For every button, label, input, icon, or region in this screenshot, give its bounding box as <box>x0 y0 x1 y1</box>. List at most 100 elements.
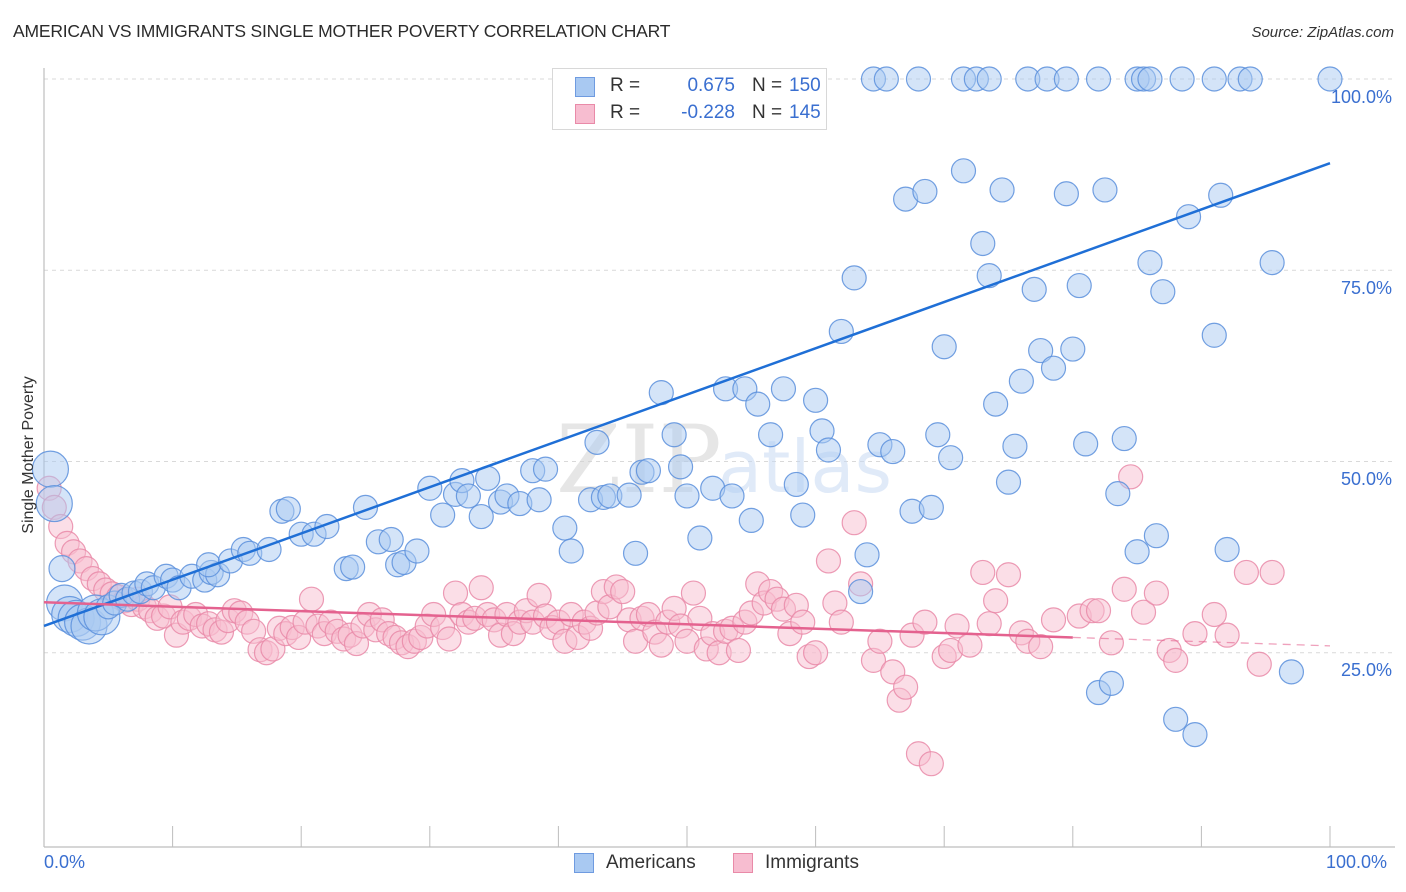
immigrants-point <box>1118 464 1144 490</box>
n-label: N = <box>752 102 783 123</box>
immigrants-point <box>648 632 674 658</box>
immigrants-point <box>442 580 469 606</box>
immigrants-point <box>1214 622 1240 648</box>
n-value: 150 <box>789 75 821 96</box>
americans-point <box>378 526 404 553</box>
americans-point <box>1143 523 1169 549</box>
americans-point <box>938 445 964 471</box>
americans-point <box>667 454 694 480</box>
y-axis-label: Single Mother Poverty <box>20 376 37 534</box>
source-label: Source: ZipAtlas.com <box>1251 24 1394 41</box>
americans-point <box>1182 722 1208 748</box>
americans-point <box>1111 425 1137 452</box>
americans-point <box>1163 706 1189 732</box>
immigrants-point <box>1028 634 1054 660</box>
americans-point <box>1098 670 1124 696</box>
immigrants-point <box>976 611 1002 637</box>
americans-point <box>815 437 842 463</box>
immigrants-point <box>918 751 944 777</box>
americans-point <box>783 471 809 498</box>
americans-point <box>1201 322 1227 348</box>
immigrants-point <box>1201 601 1227 628</box>
immigrants-point <box>957 632 983 658</box>
y-tick-label-50: 50.0% <box>1340 469 1392 489</box>
americans-point <box>1201 66 1227 92</box>
immigrants-point <box>298 586 325 612</box>
americans-point <box>1092 177 1118 203</box>
americans-point <box>976 66 1002 92</box>
immigrants-point <box>893 674 919 700</box>
americans-point <box>1137 250 1163 276</box>
americans-point <box>430 502 456 528</box>
immigrants-point <box>1143 580 1169 606</box>
americans-point <box>661 422 687 448</box>
r-label: R = <box>610 75 641 96</box>
immigrants-point <box>1040 607 1067 633</box>
immigrants-point <box>1163 647 1189 674</box>
americans-point <box>1028 337 1054 364</box>
americans-point <box>918 494 944 520</box>
americans-point <box>1169 66 1195 92</box>
americans-point <box>1053 181 1079 207</box>
americans-point <box>674 483 700 509</box>
americans-point <box>1002 433 1028 459</box>
immigrants-point <box>867 628 893 654</box>
y-tick-label-25: 25.0% <box>1340 660 1392 680</box>
americans-point <box>790 502 816 528</box>
americans-point <box>770 376 797 402</box>
americans-point <box>455 483 481 509</box>
immigrants-trend-line <box>43 601 1073 639</box>
immigrants-point <box>841 510 867 536</box>
americans-point <box>983 391 1009 417</box>
immigrants-point <box>680 580 707 606</box>
immigrants-point <box>436 626 462 652</box>
americans-point <box>848 578 874 605</box>
americans-point <box>1008 368 1034 394</box>
americans-point <box>1124 539 1150 565</box>
americans-point <box>970 230 996 257</box>
trend-lines <box>43 161 1331 647</box>
americans-point <box>880 438 906 465</box>
y-tick-label-100: 100.0% <box>1330 87 1392 107</box>
americans-point <box>757 422 784 448</box>
americans-point <box>275 496 301 522</box>
watermark-atlas: atlas <box>718 425 892 509</box>
americans-point <box>340 554 366 580</box>
americans-trend-line <box>43 161 1331 628</box>
americans-point <box>1053 66 1079 92</box>
immigrants-point <box>802 640 829 666</box>
r-value: -0.228 <box>681 102 735 123</box>
americans-point <box>1040 355 1067 381</box>
gridlines <box>44 78 1395 654</box>
immigrants-point <box>1246 651 1272 677</box>
americans-point <box>950 158 977 184</box>
americans-point <box>314 513 340 540</box>
americans-point <box>1317 66 1343 92</box>
americans-point <box>635 458 662 484</box>
americans-point <box>616 482 642 508</box>
immigrants-point <box>1111 576 1137 602</box>
americans-point <box>532 456 559 482</box>
americans-legend-label: Americans <box>606 852 696 873</box>
immigrants-point <box>1085 598 1112 624</box>
americans-legend-swatch <box>574 853 594 873</box>
americans-point <box>719 483 745 509</box>
americans-point <box>905 66 932 92</box>
americans-point <box>1085 66 1112 92</box>
x-tick-label-max: 100.0% <box>1326 852 1388 872</box>
americans-point <box>404 538 430 564</box>
americans-point <box>1237 66 1263 92</box>
americans-point <box>468 503 494 530</box>
immigrants-legend-label: Immigrants <box>765 852 859 873</box>
americans-point <box>558 538 584 564</box>
immigrants-point <box>468 575 494 601</box>
americans-point <box>1278 659 1305 685</box>
americans-point <box>584 429 610 455</box>
x-tick-label-min: 0.0% <box>44 852 86 872</box>
americans-point <box>1073 431 1099 457</box>
americans-point <box>526 487 552 513</box>
n-value: 145 <box>789 102 821 123</box>
americans-point <box>976 263 1002 289</box>
immigrants-trend-extension <box>1072 636 1331 647</box>
